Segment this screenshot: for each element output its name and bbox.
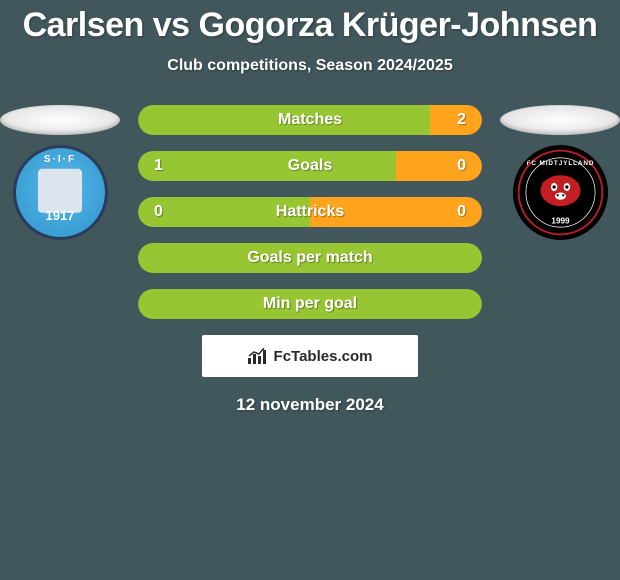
watermark-text: FcTables.com: [274, 348, 373, 365]
page-title: Carlsen vs Gogorza Krüger-Johnsen: [0, 0, 620, 45]
stat-row: Min per goal: [138, 289, 482, 319]
date: 12 november 2024: [0, 395, 620, 415]
pedestal-right: [500, 105, 620, 135]
crest-left-top: S·I·F: [44, 154, 76, 165]
comparison-content: S·I·F 1917 FC MIDTJYLLAND 1999: [0, 105, 620, 415]
stat-row: 2 Matches: [138, 105, 482, 135]
subtitle: Club competitions, Season 2024/2025: [0, 57, 620, 75]
stat-label: Matches: [278, 111, 342, 129]
stat-bar-right: 2: [430, 105, 482, 135]
pedestal-left: [0, 105, 120, 135]
stat-bar-full: Goals per match: [138, 243, 482, 273]
crest-right: FC MIDTJYLLAND 1999: [513, 145, 608, 240]
svg-text:FC MIDTJYLLAND: FC MIDTJYLLAND: [526, 160, 594, 167]
team-right: FC MIDTJYLLAND 1999: [500, 105, 620, 240]
crest-right-year: 1999: [551, 216, 570, 225]
chart-icon: [248, 348, 268, 364]
stat-bar-full: Min per goal: [138, 289, 482, 319]
crest-left-year: 1917: [46, 208, 75, 223]
stat-row: Goals per match: [138, 243, 482, 273]
stat-row: 10 Goals: [138, 151, 482, 181]
stat-bar-right: 0: [396, 151, 482, 181]
stat-label: Goals: [288, 157, 332, 175]
watermark: FcTables.com: [202, 335, 418, 377]
stat-row: 00Hattricks: [138, 197, 482, 227]
crest-left: S·I·F 1917: [13, 145, 108, 240]
stat-label: Hattricks: [276, 203, 344, 221]
team-left: S·I·F 1917: [0, 105, 120, 240]
stat-bar-left: 1: [138, 151, 396, 181]
stat-bars: 2 Matches 10 Goals 00Hattricks Goals per matc…: [138, 105, 482, 319]
